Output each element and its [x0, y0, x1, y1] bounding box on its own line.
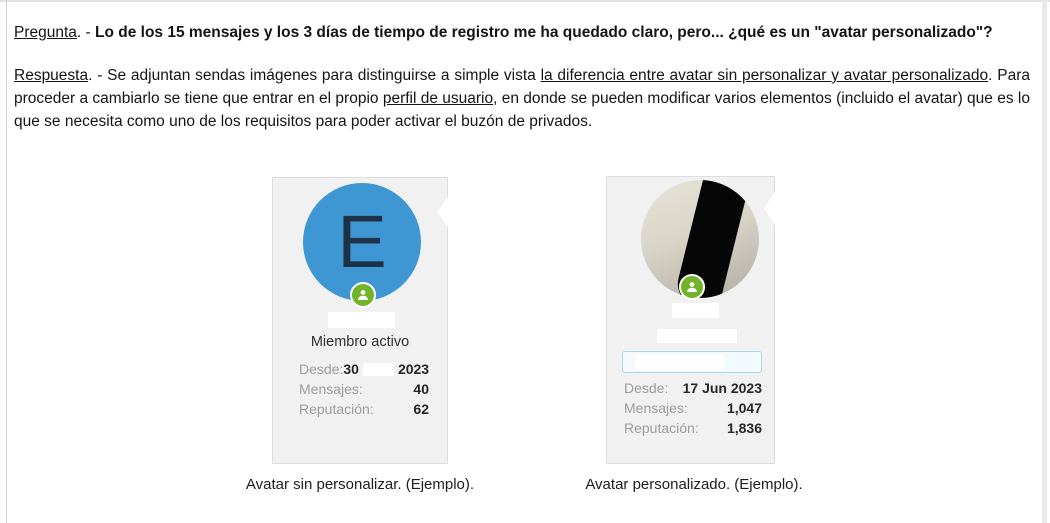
caption-default-avatar: Avatar sin personalizar. (Ejemplo). — [245, 476, 475, 493]
question-paragraph: Pregunta. - Lo de los 15 mensajes y los … — [14, 21, 1030, 44]
since-day: 30 — [343, 361, 359, 377]
online-status-badge — [679, 274, 705, 300]
redacted-custom-title — [635, 355, 724, 370]
profile-stats: Desde: 17 Jun 2023 Mensajes: 1,047 Reput… — [624, 378, 762, 438]
redacted-month — [362, 362, 394, 376]
since-value: 17 Jun 2023 — [682, 380, 762, 396]
stat-row-since: Desde: 30 2023 — [299, 359, 429, 379]
default-avatar: E — [303, 183, 421, 301]
messages-label: Mensajes: — [624, 400, 688, 416]
answer-text-3: , en donde se pueden modificar varios el… — [14, 90, 1030, 130]
reputation-value: 1,836 — [726, 420, 762, 436]
answer-underlined-profile-link: perfil de usuario — [382, 90, 494, 107]
user-icon — [687, 282, 697, 292]
page-top-border — [0, 0, 1050, 2]
since-label: Desde: — [299, 361, 344, 377]
redacted-username — [328, 312, 395, 328]
card-pointer-notch — [764, 192, 775, 225]
avatar-initial: E — [337, 200, 387, 283]
custom-title-box — [622, 351, 762, 373]
member-status-label: Miembro activo — [310, 334, 410, 350]
reputation-label: Reputación: — [299, 401, 374, 417]
online-status-badge — [350, 282, 376, 308]
stat-row-messages: Mensajes: 40 — [299, 379, 429, 399]
stat-row-reputation: Reputación: 1,836 — [624, 418, 762, 438]
answer-text-2: . Para proceder a cambiarlo se tiene que… — [14, 67, 1030, 107]
question-text: Lo de los 15 mensajes y los 3 días de ti… — [95, 24, 993, 41]
profile-stats: Desde: 30 2023 Mensajes: 40 Reputación: 6… — [299, 359, 429, 419]
profile-card-default-avatar: E Miembro activo Desde: 30 2023 Mensajes:… — [272, 177, 448, 464]
reputation-value: 62 — [413, 401, 429, 417]
user-icon — [358, 290, 368, 300]
answer-term: Respuesta — [14, 67, 89, 84]
question-separator: . - — [76, 24, 96, 41]
scrollbar-track — [1042, 0, 1047, 523]
since-value: 30 2023 — [343, 359, 429, 379]
answer-paragraph: Respuesta. - Se adjuntan sendas imágenes… — [14, 64, 1030, 133]
profile-card-custom-avatar: Desde: 17 Jun 2023 Mensajes: 1,047 Reput… — [606, 176, 775, 464]
caption-custom-avatar: Avatar personalizado. (Ejemplo). — [585, 476, 803, 493]
post-content: Pregunta. - Lo de los 15 mensajes y los … — [0, 0, 1050, 153]
stat-row-since: Desde: 17 Jun 2023 — [624, 378, 762, 398]
page-left-border — [6, 0, 7, 523]
since-year: 2023 — [397, 361, 430, 377]
card-pointer-notch — [437, 197, 448, 227]
redacted-user-title — [657, 329, 737, 343]
redacted-username — [672, 303, 719, 318]
since-label: Desde: — [624, 380, 669, 396]
reputation-label: Reputación: — [624, 420, 699, 436]
messages-value: 1,047 — [726, 400, 762, 416]
messages-label: Mensajes: — [299, 381, 363, 397]
messages-value: 40 — [413, 381, 429, 397]
stat-row-reputation: Reputación: 62 — [299, 399, 429, 419]
stat-row-messages: Mensajes: 1,047 — [624, 398, 762, 418]
answer-separator: . - — [88, 67, 108, 84]
answer-underlined-difference: la diferencia entre avatar sin personali… — [540, 67, 989, 84]
question-term: Pregunta — [14, 24, 77, 41]
answer-text-1: Se adjuntan sendas imágenes para disting… — [107, 67, 541, 84]
